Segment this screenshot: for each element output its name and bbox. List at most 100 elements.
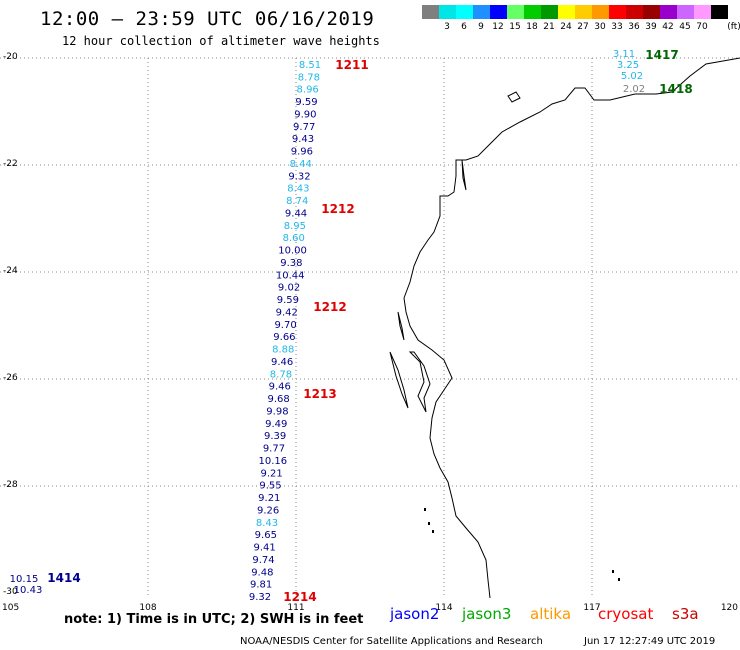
lon-tick-label: 108 xyxy=(139,603,156,613)
scale-swatch xyxy=(575,5,592,19)
lat-tick-label: -28 xyxy=(3,480,18,490)
credit-organization: NOAA/NESDIS Center for Satellite Applica… xyxy=(240,636,543,647)
coastline-islet xyxy=(424,508,426,511)
wave-height-value: 9.77 xyxy=(293,122,315,133)
scale-swatch xyxy=(694,5,711,19)
wave-height-value: 9.43 xyxy=(292,134,314,145)
wave-height-value: 9.59 xyxy=(295,97,317,108)
wave-height-value: 8.60 xyxy=(283,233,305,244)
scale-tick-label: 70 xyxy=(696,22,708,32)
axis-tick-labels: -20 -22 -24 -26 -28 -30 105 108 111 114 117 120 xyxy=(2,52,738,613)
wave-height-value: 9.21 xyxy=(258,493,280,504)
lon-tick-label: 117 xyxy=(583,603,600,613)
satellite-name-cryosat: cryosat xyxy=(598,605,654,623)
scale-swatch xyxy=(490,5,507,19)
scale-swatch xyxy=(660,5,677,19)
scale-swatch xyxy=(558,5,575,19)
scale-swatch xyxy=(524,5,541,19)
wave-height-value: 8.74 xyxy=(286,196,308,207)
wave-height-value: 9.96 xyxy=(291,147,313,158)
wave-height-value: 9.26 xyxy=(257,505,279,516)
wave-height-value: 10.00 xyxy=(278,246,307,257)
scale-tick-label: 33 xyxy=(611,22,623,32)
pass-number-label: 1213 xyxy=(303,387,336,401)
wave-height-value: 9.46 xyxy=(271,357,293,368)
coastline-island xyxy=(461,159,467,191)
wave-height-value: 9.38 xyxy=(280,258,302,269)
wave-height-value: 9.65 xyxy=(255,530,277,541)
scale-tick-label: 39 xyxy=(645,22,657,32)
wave-height-value: 9.46 xyxy=(269,382,291,393)
wave-height-value: 8.95 xyxy=(284,221,306,232)
coastline-island xyxy=(389,351,409,409)
wave-height-value: 9.66 xyxy=(273,332,295,343)
scale-tick-label: 42 xyxy=(662,22,674,32)
wave-height-value: 3.25 xyxy=(617,60,639,71)
wave-height-value: 9.98 xyxy=(266,406,288,417)
coastline-island xyxy=(397,311,405,341)
scale-tick-label: 36 xyxy=(628,22,640,32)
scale-tick-label: 30 xyxy=(594,22,606,32)
satellite-name-altika: altika xyxy=(530,605,572,623)
lat-tick-label: -24 xyxy=(3,266,18,276)
wave-height-value: 9.02 xyxy=(278,283,300,294)
wave-height-value: 9.81 xyxy=(250,580,272,591)
credit-timestamp: Jun 17 12:27:49 UTC 2019 xyxy=(584,636,716,647)
wave-height-value: 8.43 xyxy=(256,518,278,529)
coastline-island xyxy=(507,91,521,103)
pass-number-label: 1418 xyxy=(659,82,692,96)
wave-height-value: 9.48 xyxy=(251,567,273,578)
wave-height-value: 8.43 xyxy=(287,184,309,195)
scale-swatch xyxy=(507,5,524,19)
wave-height-value: 3.11 xyxy=(613,49,635,60)
wave-height-value: 8.44 xyxy=(290,159,312,170)
wave-height-value: 10.44 xyxy=(276,270,305,281)
wave-height-value: 9.59 xyxy=(277,295,299,306)
wave-height-value: 10.15 xyxy=(10,574,39,585)
wave-height-value: 9.74 xyxy=(252,555,274,566)
pass-number-label: 1417 xyxy=(645,48,678,62)
wave-height-value: 9.55 xyxy=(259,481,281,492)
wave-height-value: 5.02 xyxy=(621,71,643,82)
wave-height-value: 9.90 xyxy=(294,109,316,120)
scale-swatch xyxy=(592,5,609,19)
satellite-name-s3a: s3a xyxy=(672,605,699,623)
coastline xyxy=(389,57,740,599)
wave-height-value: 9.21 xyxy=(260,468,282,479)
wave-height-value: 8.96 xyxy=(297,85,319,96)
scale-tick-label: 9 xyxy=(478,22,484,32)
lat-tick-label: -20 xyxy=(3,52,18,62)
satellite-name-jason2: jason2 xyxy=(390,605,440,623)
lon-tick-label: 120 xyxy=(721,603,738,613)
wave-height-value: 9.39 xyxy=(264,431,286,442)
scale-tick-label: 6 xyxy=(461,22,467,32)
wave-height-value: 9.32 xyxy=(288,171,310,182)
scale-tick-label: 27 xyxy=(577,22,589,32)
wave-height-value: 8.78 xyxy=(270,369,292,380)
scale-swatch xyxy=(439,5,456,19)
scale-unit-label: (ft) xyxy=(727,22,740,32)
scale-swatch xyxy=(541,5,558,19)
wave-height-value: 9.77 xyxy=(263,444,285,455)
pass-number-label: 1214 xyxy=(283,590,316,604)
wave-height-value: 9.49 xyxy=(265,419,287,430)
pass-number-label: 1212 xyxy=(313,300,346,314)
scale-swatch xyxy=(609,5,626,19)
scale-tick-label: 12 xyxy=(492,22,504,32)
pass-number-label: 1414 xyxy=(47,571,80,585)
pass-number-label: 1212 xyxy=(321,202,354,216)
scale-tick-label: 3 xyxy=(444,22,450,32)
pass-number-label: 1211 xyxy=(335,58,368,72)
scale-swatch xyxy=(677,5,694,19)
scale-tick-label: 24 xyxy=(560,22,572,32)
wave-height-value: 10.43 xyxy=(14,585,43,596)
coastline-mainland xyxy=(403,57,740,599)
scale-swatch xyxy=(643,5,660,19)
map-subtitle: 12 hour collection of altimeter wave hei… xyxy=(62,34,380,48)
wave-height-value: 9.41 xyxy=(254,543,276,554)
lat-tick-label: -30 xyxy=(3,587,18,597)
lat-tick-label: -22 xyxy=(3,159,18,169)
scale-swatch xyxy=(422,5,439,19)
map-title: 12:00 — 23:59 UTC 06/16/2019 xyxy=(40,8,375,30)
